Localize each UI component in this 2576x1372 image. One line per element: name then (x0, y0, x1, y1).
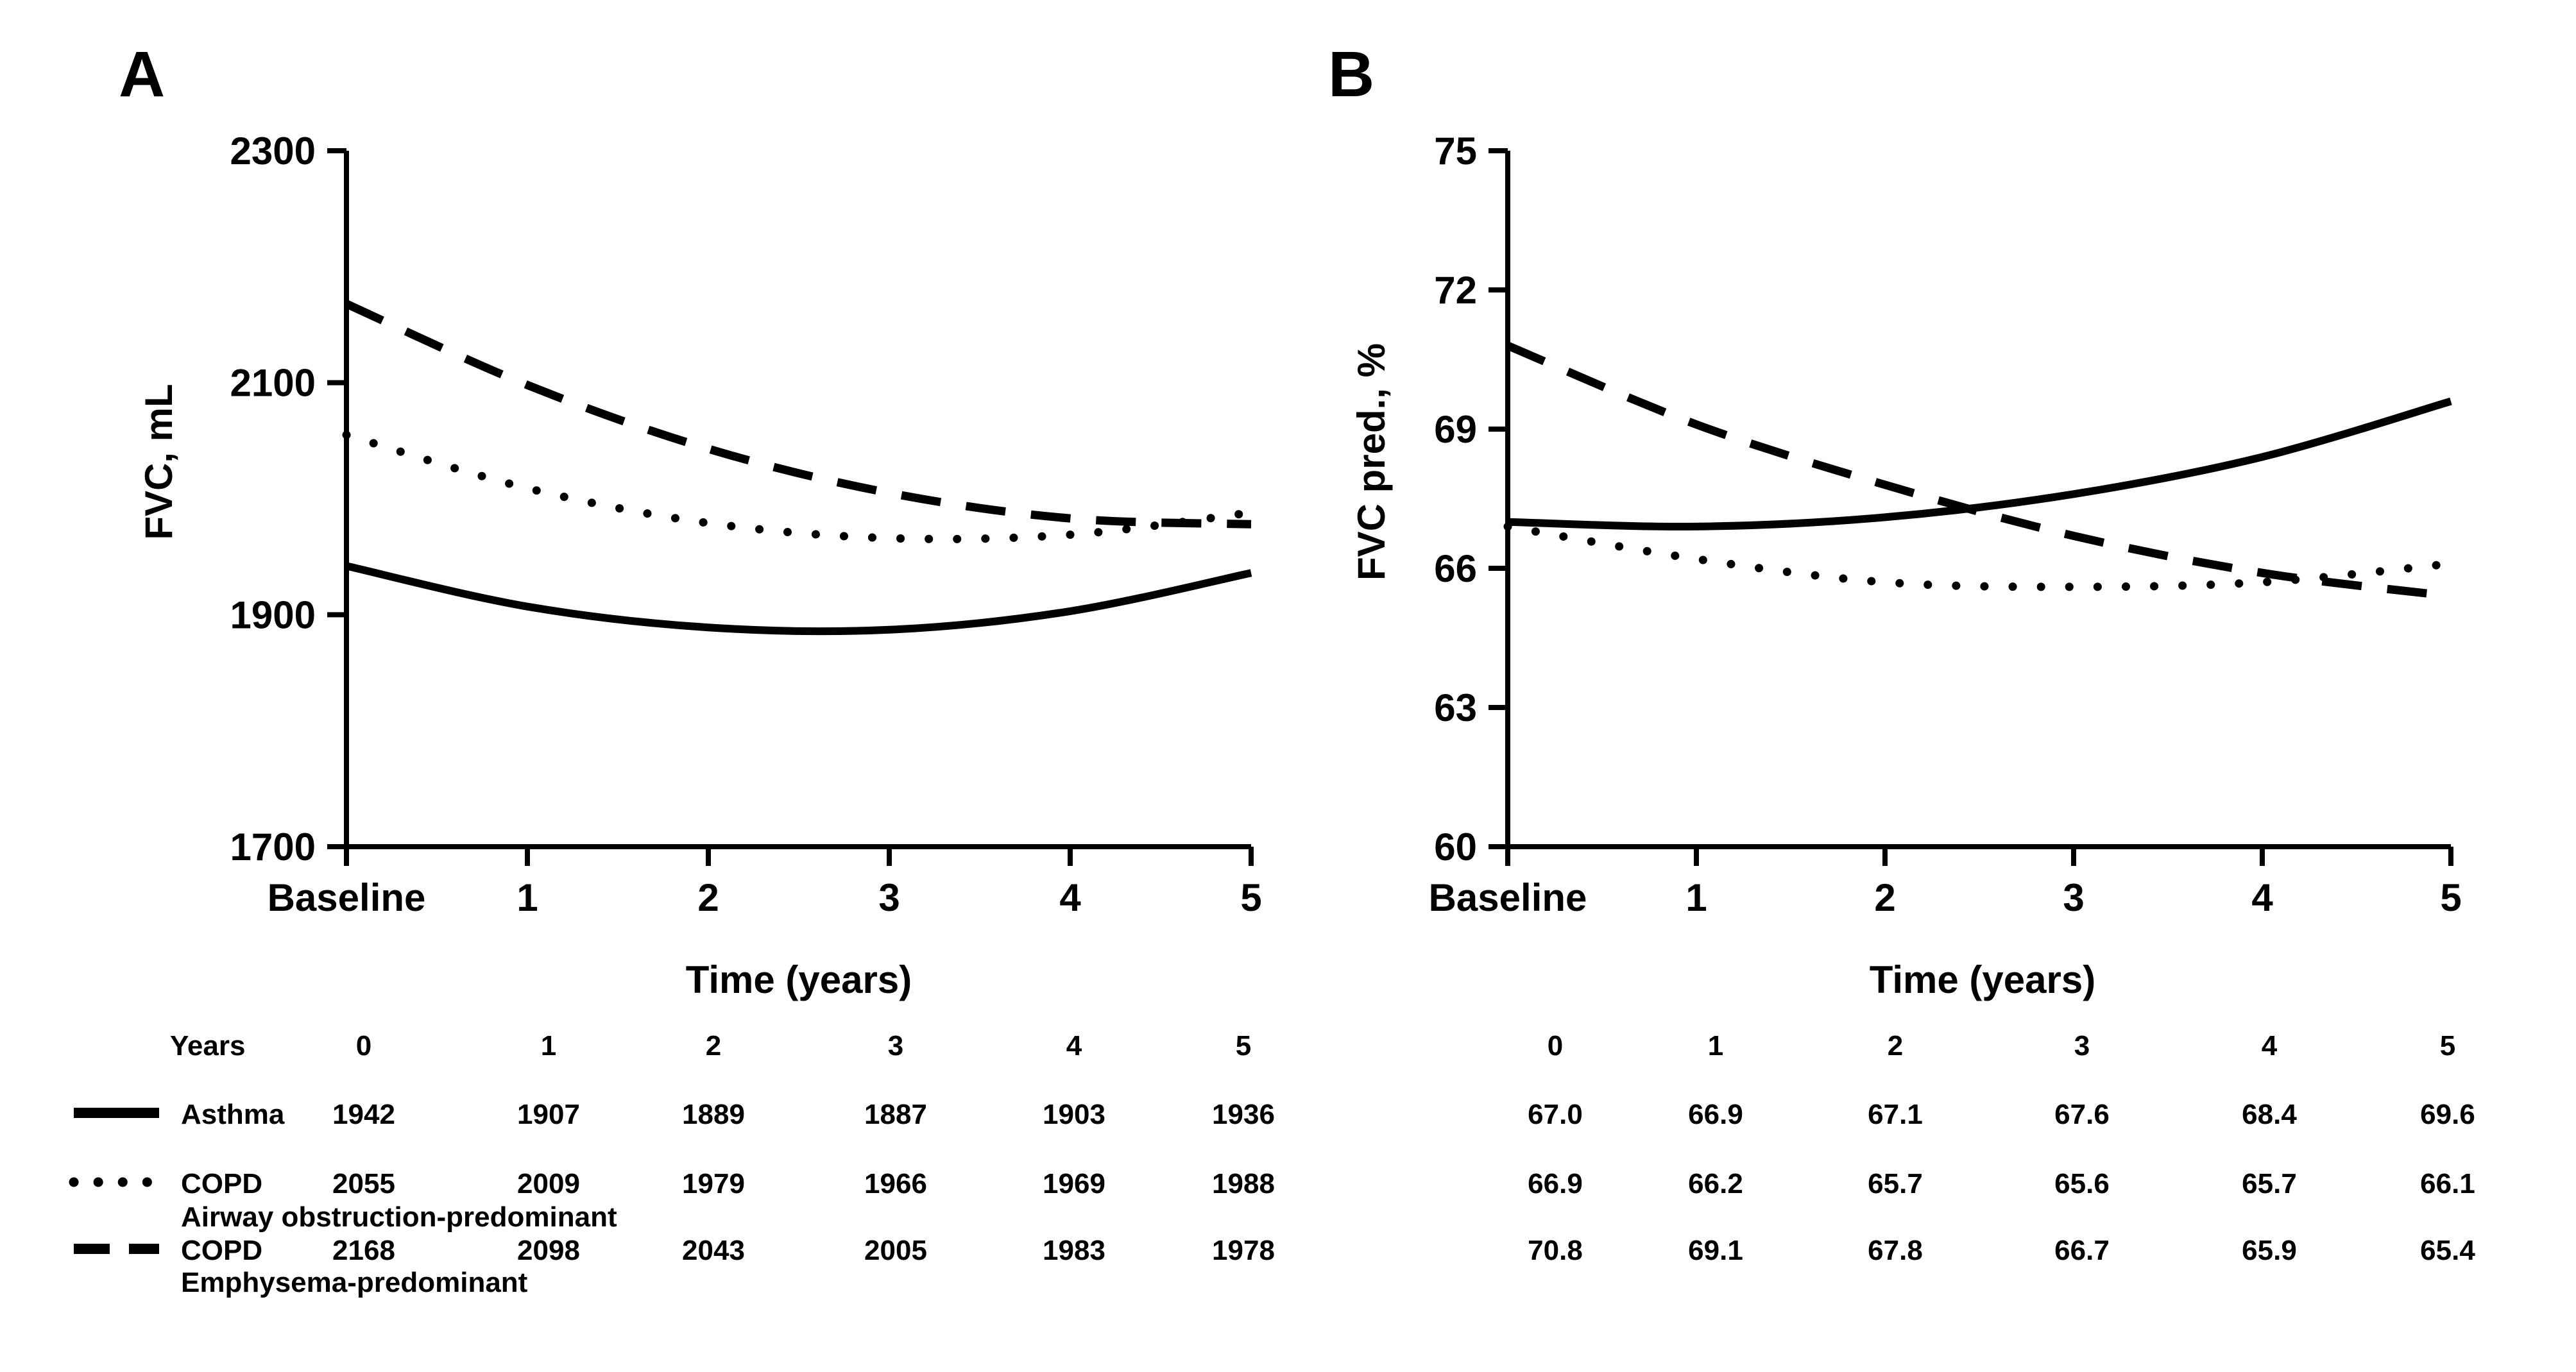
table-cell-b: 67.1 (1868, 1099, 1923, 1130)
table-cell-b: 67.0 (1528, 1099, 1583, 1130)
series-line-solid-b (1507, 397, 2452, 531)
table-cell-a: 1966 (864, 1168, 927, 1199)
table-cell-a: 1889 (682, 1099, 745, 1130)
panel-b-label: B (1328, 38, 1374, 110)
table-year-header-b: 5 (2440, 1030, 2455, 1062)
table-year-header-b: 3 (2074, 1030, 2090, 1062)
table-years-label: Years (170, 1030, 245, 1062)
table-year-header-a: 1 (541, 1030, 556, 1062)
table-cell-a: 1983 (1043, 1235, 1105, 1266)
table-cell-b: 66.9 (1688, 1099, 1743, 1130)
table-cell-a: 2005 (864, 1235, 927, 1266)
x-tick-label-b: 5 (2440, 876, 2461, 919)
y-tick-label-a: 1900 (230, 593, 316, 636)
table-cell-a: 1942 (332, 1099, 395, 1130)
y-tick-label-b: 66 (1434, 547, 1477, 590)
x-axis-title-a: Time (years) (686, 958, 912, 1001)
table-year-header-b: 1 (1708, 1030, 1723, 1062)
table-cell-b: 65.7 (1868, 1168, 1923, 1199)
table-cell-a: 1907 (517, 1099, 580, 1130)
x-tick-label-a: 4 (1059, 876, 1081, 919)
table-cell-a: 2055 (332, 1168, 395, 1199)
table-cell-a: 1969 (1043, 1168, 1105, 1199)
table-cell-a: 1936 (1212, 1099, 1275, 1130)
table-cell-b: 66.7 (2054, 1235, 2110, 1266)
axis-lines-b (1505, 151, 2451, 849)
y-tick-label-b: 75 (1434, 130, 1477, 173)
table-cell-a: 2009 (517, 1168, 580, 1199)
x-tick-label-b: 2 (1874, 876, 1895, 919)
table-cell-b: 65.6 (2054, 1168, 2110, 1199)
table-row-subtitle: Airway obstruction-predominant (181, 1201, 617, 1233)
table-year-header-a: 5 (1236, 1030, 1251, 1062)
table-year-header-a: 2 (706, 1030, 721, 1062)
table-year-header-b: 2 (1888, 1030, 1903, 1062)
x-tick-label-b: 1 (1685, 876, 1707, 919)
table-year-header-b: 4 (2262, 1030, 2278, 1062)
table-row-name: Asthma (181, 1099, 285, 1130)
table-cell-b: 68.4 (2242, 1099, 2297, 1130)
series-line-dashed-a (345, 300, 1252, 529)
x-tick-label-b: 3 (2063, 876, 2084, 919)
y-axis-title-b: FVC pred., % (1350, 343, 1393, 580)
x-tick-label-b: Baseline (1429, 876, 1587, 919)
table-cell-b: 69.6 (2420, 1099, 2475, 1130)
series-line-dotted-b (1503, 522, 2455, 591)
table-cell-a: 1978 (1212, 1235, 1275, 1266)
series-line-solid-a (345, 562, 1252, 636)
table-cell-a: 1903 (1043, 1099, 1105, 1130)
table-cell-a: 1887 (864, 1099, 927, 1130)
series-line-dashed-b (1506, 341, 2452, 600)
table-cell-b: 70.8 (1528, 1235, 1583, 1266)
table-cell-b: 65.7 (2242, 1168, 2297, 1199)
table-cell-a: 2098 (517, 1235, 580, 1266)
table-cell-b: 69.1 (1688, 1235, 1743, 1266)
table-cell-b: 66.9 (1528, 1168, 1583, 1199)
x-tick-label-a: 3 (878, 876, 900, 919)
table-cell-b: 67.8 (1868, 1235, 1923, 1266)
x-tick-label-a: 1 (516, 876, 538, 919)
table-row-name: COPD (181, 1235, 262, 1266)
y-tick-label-b: 72 (1434, 269, 1477, 312)
table-cell-b: 65.4 (2420, 1235, 2475, 1266)
panel-a-label: A (119, 38, 165, 110)
table-year-header-a: 3 (888, 1030, 903, 1062)
y-tick-label-b: 63 (1434, 686, 1477, 729)
table-cell-a: 2168 (332, 1235, 395, 1266)
table-cell-b: 67.6 (2054, 1099, 2110, 1130)
axis-lines-a (344, 151, 1251, 849)
x-tick-label-b: 4 (2251, 876, 2273, 919)
table-row-name: COPD (181, 1168, 262, 1199)
table-year-header-a: 4 (1066, 1030, 1082, 1062)
table-row-subtitle: Emphysema-predominant (181, 1267, 528, 1298)
table-cell-a: 1979 (682, 1168, 745, 1199)
table-cell-a: 2043 (682, 1235, 745, 1266)
table-cell-b: 65.9 (2242, 1235, 2297, 1266)
table-year-header-a: 0 (356, 1030, 371, 1062)
y-tick-label-b: 69 (1434, 408, 1477, 451)
x-axis-title-b: Time (years) (1870, 958, 2095, 1001)
y-tick-label-a: 2300 (230, 130, 316, 173)
y-tick-label-a: 1700 (230, 826, 316, 868)
y-axis-title-a: FVC, mL (137, 384, 180, 539)
table-cell-b: 66.2 (1688, 1168, 1743, 1199)
x-tick-label-a: Baseline (268, 876, 426, 919)
x-tick-label-a: 5 (1240, 876, 1261, 919)
y-tick-label-a: 2100 (230, 362, 316, 405)
y-tick-label-b: 60 (1434, 826, 1477, 868)
x-tick-label-a: 2 (697, 876, 719, 919)
table-cell-b: 66.1 (2420, 1168, 2475, 1199)
table-year-header-b: 0 (1548, 1030, 1563, 1062)
table-cell-a: 1988 (1212, 1168, 1275, 1199)
